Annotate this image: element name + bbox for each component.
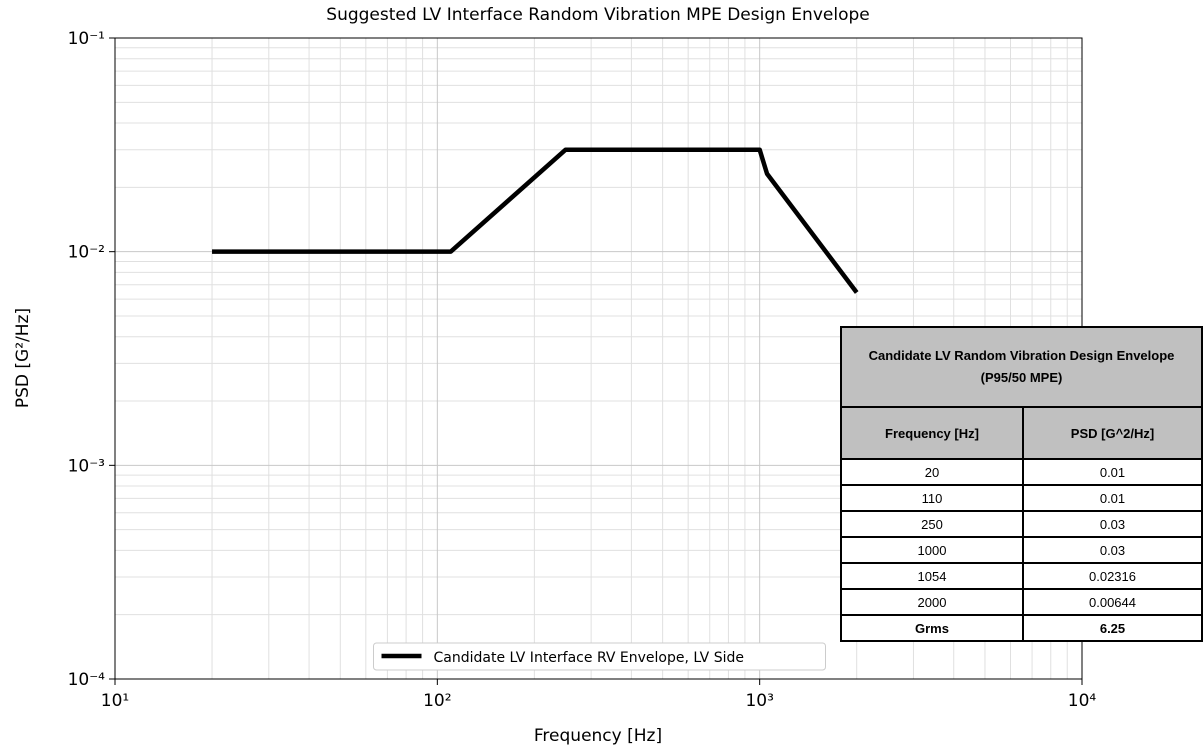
y-axis-label: PSD [G²/Hz]: [13, 308, 33, 408]
y-tick-label: 10⁻¹: [68, 29, 105, 49]
y-tick-label: 10⁻⁴: [68, 670, 106, 690]
table-cell: 20: [840, 458, 1024, 486]
x-axis-label: Frequency [Hz]: [534, 726, 662, 746]
table-footer: 6.25: [1022, 614, 1203, 642]
x-tick-label: 10³: [745, 691, 773, 711]
table-header: PSD [G^2/Hz]: [1022, 406, 1203, 460]
x-tick-label: 10⁴: [1068, 691, 1097, 711]
table-cell: 2000: [840, 588, 1024, 616]
legend-label: Candidate LV Interface RV Envelope, LV S…: [434, 650, 744, 666]
table-title: Candidate LV Random Vibration Design Env…: [840, 326, 1203, 408]
y-tick-label: 10⁻²: [68, 243, 105, 263]
legend-box: [373, 642, 826, 671]
table-cell: 0.00644: [1022, 588, 1203, 616]
y-tick-label: 10⁻³: [68, 456, 105, 476]
table-cell: 110: [840, 484, 1024, 512]
envelope-table: Candidate LV Random Vibration Design Env…: [840, 326, 1203, 642]
table-footer: Grms: [840, 614, 1024, 642]
table-header: Frequency [Hz]: [840, 406, 1024, 460]
table-cell: 0.03: [1022, 510, 1203, 538]
series-line: [212, 147, 859, 294]
table-cell: 1000: [840, 536, 1024, 564]
table-cell: 0.03: [1022, 536, 1203, 564]
x-tick-label: 10¹: [101, 691, 129, 711]
table-cell: 0.02316: [1022, 562, 1203, 590]
x-tick-label: 10²: [423, 691, 451, 711]
table-cell: 250: [840, 510, 1024, 538]
chart-title: Suggested LV Interface Random Vibration …: [326, 5, 869, 25]
table-cell: 1054: [840, 562, 1024, 590]
table-cell: 0.01: [1022, 484, 1203, 512]
table-cell: 0.01: [1022, 458, 1203, 486]
